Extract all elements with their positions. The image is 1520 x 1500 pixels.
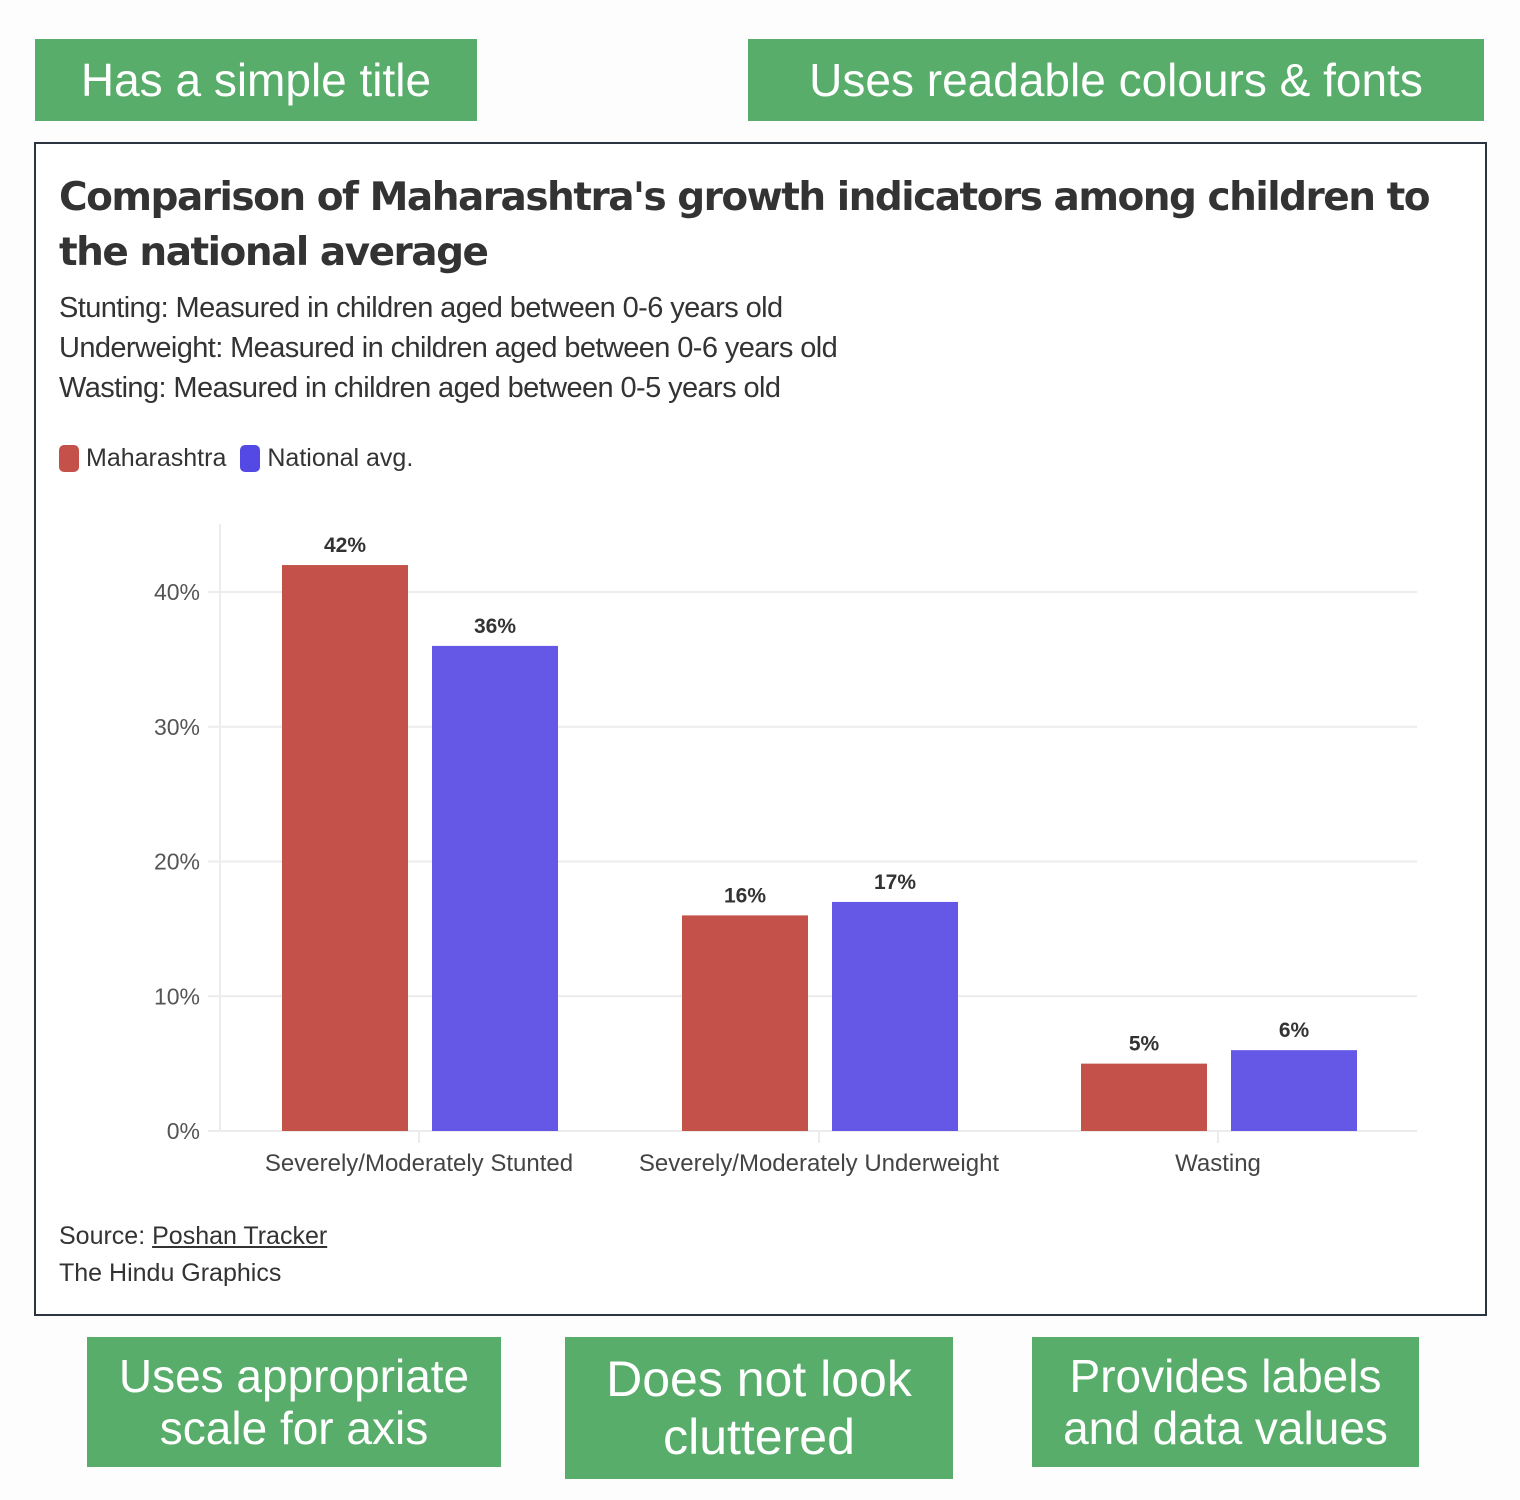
chart-title: Comparison of Maharashtra's growth indic… xyxy=(59,175,1431,275)
credit: The Hindu Graphics xyxy=(59,1259,282,1287)
data-label: 36% xyxy=(474,615,516,638)
x-tick-label: Severely/Moderately Underweight xyxy=(639,1150,1000,1177)
bar-maharashtra xyxy=(682,915,808,1131)
y-tick-label: 30% xyxy=(154,714,200,740)
subtitle-underweight: Underweight: Measured in children aged b… xyxy=(59,332,838,364)
data-label: 17% xyxy=(874,871,916,894)
chart-card: Comparison of Maharashtra's growth indic… xyxy=(34,142,1487,1316)
legend-label-national: National avg. xyxy=(267,444,414,472)
tag-readable-colours: Uses readable colours & fonts xyxy=(748,39,1484,121)
y-tick-label: 0% xyxy=(167,1118,200,1144)
bar-maharashtra xyxy=(282,565,408,1131)
subtitle-stunting: Stunting: Measured in children aged betw… xyxy=(59,292,783,324)
data-label: 42% xyxy=(324,534,366,557)
bar-national xyxy=(1231,1050,1357,1131)
legend-swatch-national xyxy=(240,445,261,472)
bar-national xyxy=(432,645,558,1131)
tag-labels-values: Provides labels and data values xyxy=(1032,1337,1419,1467)
legend-label-maharashtra: Maharashtra xyxy=(86,444,227,472)
tag-simple-title: Has a simple title xyxy=(35,39,477,121)
data-label: 16% xyxy=(724,884,766,907)
y-tick-label: 40% xyxy=(154,579,200,605)
x-tick-label: Wasting xyxy=(1175,1150,1261,1177)
subtitle-wasting: Wasting: Measured in children aged betwe… xyxy=(59,372,781,404)
source-link[interactable]: Poshan Tracker xyxy=(152,1222,328,1250)
tag-appropriate-scale: Uses appropriate scale for axis xyxy=(87,1337,501,1467)
legend-swatch-maharashtra xyxy=(59,445,79,472)
legend: Maharashtra National avg. xyxy=(59,444,413,473)
source-line: Source: Poshan Tracker xyxy=(59,1222,327,1251)
bar-chart: 0% 10% 20% 30% 40% Severely/Moderately Stunte… xyxy=(154,524,1417,1177)
data-label: 6% xyxy=(1279,1019,1310,1042)
x-tick-label: Severely/Moderately Stunted xyxy=(265,1150,573,1177)
y-tick-label: 10% xyxy=(154,983,200,1009)
bar-maharashtra xyxy=(1081,1063,1207,1131)
source-prefix: Source: xyxy=(59,1222,153,1250)
y-tick-label: 20% xyxy=(154,849,200,875)
tag-not-cluttered: Does not look cluttered xyxy=(565,1337,953,1479)
bar-national xyxy=(832,901,958,1131)
data-label: 5% xyxy=(1129,1033,1160,1056)
